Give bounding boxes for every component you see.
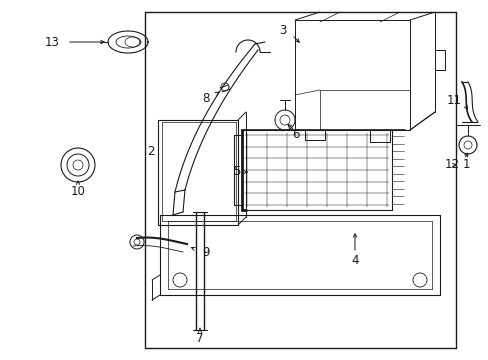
Text: 5: 5 — [232, 166, 240, 179]
Text: 2: 2 — [147, 145, 155, 158]
Text: 8: 8 — [202, 91, 209, 104]
Text: 12: 12 — [444, 158, 459, 171]
Text: 10: 10 — [70, 185, 85, 198]
Text: 9: 9 — [202, 246, 209, 258]
Text: 3: 3 — [279, 23, 286, 36]
Text: 13: 13 — [45, 36, 60, 49]
Text: 11: 11 — [446, 94, 461, 107]
Text: 1: 1 — [462, 158, 469, 171]
Text: 4: 4 — [350, 253, 358, 266]
Text: 7: 7 — [196, 332, 203, 345]
Text: 6: 6 — [292, 129, 299, 141]
